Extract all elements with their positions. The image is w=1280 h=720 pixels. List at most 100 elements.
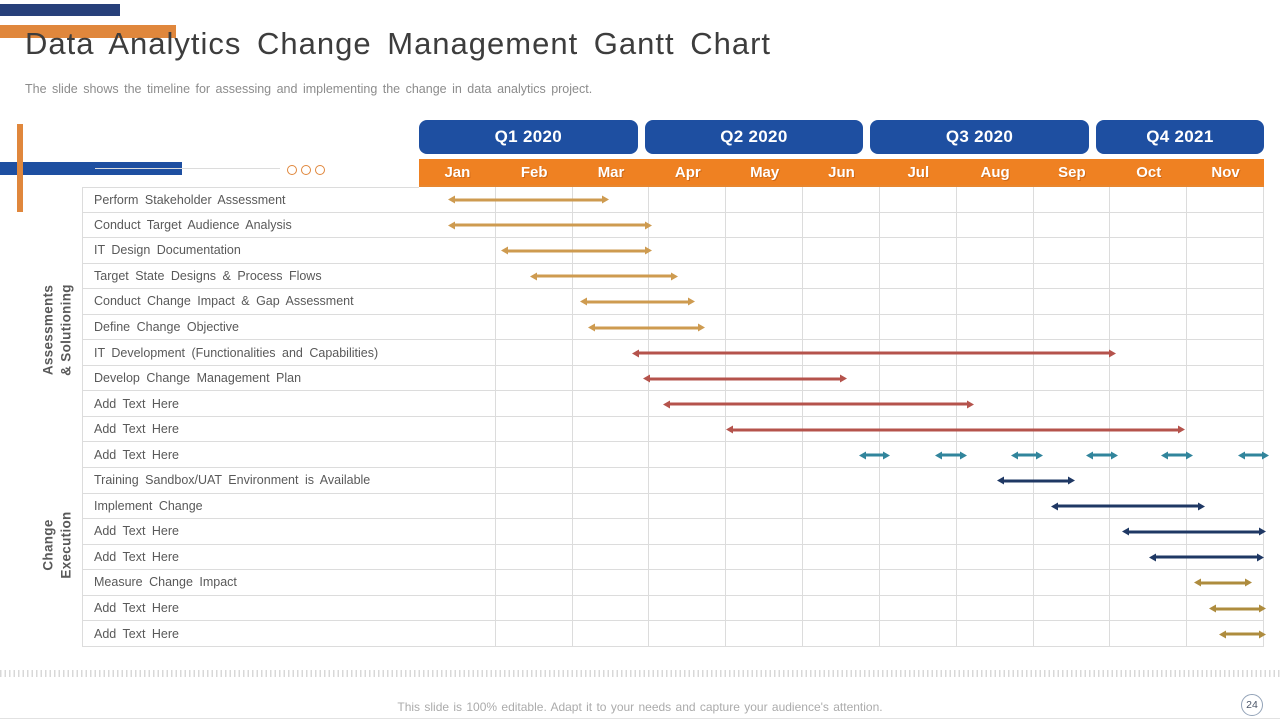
gantt-grid-cell: [1110, 314, 1188, 341]
left-accent-orange-bar: [17, 124, 23, 212]
gantt-grid-cell: [495, 544, 573, 571]
gantt-grid-cell: [495, 314, 573, 341]
gantt-grid-cell: [495, 340, 573, 366]
gantt-grid-cell: [803, 595, 880, 622]
gantt-grid-cell: [419, 365, 496, 392]
gantt-grid-cell: [726, 314, 804, 341]
gantt-grid-cell: [726, 187, 804, 213]
task-bar-area: [419, 187, 1264, 213]
gantt-grid-cell: [1187, 212, 1264, 239]
task-label: Define Change Objective: [82, 314, 419, 341]
task-row: Training Sandbox/UAT Environment is Avai…: [82, 468, 1264, 494]
gantt-grid-cell: [419, 468, 496, 494]
gantt-grid-cell: [956, 519, 1034, 545]
gantt-grid-cell: [649, 314, 727, 341]
gantt-grid-cell: [419, 544, 496, 571]
gantt-grid-cell: [803, 493, 880, 520]
month-header: Aug: [980, 164, 1010, 181]
gantt-grid-cell: [956, 365, 1034, 392]
gantt-grid-cell: [649, 468, 727, 494]
month-row-underline: [419, 185, 1264, 187]
gantt-grid-cell: [1110, 416, 1188, 443]
gantt-grid-cell: [803, 212, 880, 239]
gantt-grid-cell: [879, 212, 957, 239]
gantt-grid-cell: [649, 238, 727, 264]
gantt-grid-cell: [419, 416, 496, 443]
gantt-bar: [594, 326, 699, 329]
gantt-grid-cell: [495, 621, 573, 647]
gantt-grid-cell: [726, 570, 804, 596]
gantt-bar: [1224, 632, 1261, 636]
task-bar-area: [419, 595, 1264, 622]
month-header: Oct: [1136, 164, 1162, 181]
task-row: Add Text Here: [82, 442, 1264, 469]
task-label: Measure Change Impact: [82, 570, 419, 596]
gantt-grid-cell: [649, 212, 727, 239]
task-bar-area: [419, 493, 1264, 520]
header-accent-navy-bar: [0, 162, 182, 175]
month-header: Mar: [597, 164, 625, 181]
gantt-grid-cell: [1033, 519, 1111, 545]
gantt-grid-cell: [879, 263, 957, 290]
gantt-grid-cell: [1187, 187, 1264, 213]
task-label: IT Development (Functionalities and Capa…: [82, 340, 419, 366]
gantt-grid-cell: [495, 493, 573, 520]
gantt-grid-cell: [1033, 238, 1111, 264]
gantt-grid-cell: [1110, 289, 1188, 315]
task-label: Add Text Here: [82, 442, 419, 469]
quarter-header: Q4 2021: [1095, 120, 1265, 154]
task-bar-area: [419, 442, 1264, 469]
month-header: Jun: [828, 164, 855, 181]
gantt-grid-cell: [1110, 468, 1188, 494]
gantt-grid-cell: [803, 365, 880, 392]
gantt-grid-cell: [419, 289, 496, 315]
gantt-grid-cell: [649, 544, 727, 571]
decor-circle-icon: [287, 165, 297, 175]
task-bar-area: [419, 263, 1264, 290]
task-label: Add Text Here: [82, 519, 419, 545]
gantt-grid-cell: [879, 238, 957, 264]
gantt-grid-cell: [1110, 212, 1188, 239]
gantt-grid-cell: [956, 263, 1034, 290]
gantt-grid-cell: [649, 416, 727, 443]
gantt-grid-cell: [649, 493, 727, 520]
quarter-header: Q3 2020: [870, 120, 1089, 154]
gantt-bar: [453, 223, 646, 227]
month-header-row: Jan Feb Mar Apr May Jun Jul Aug Sep Oct Nov: [419, 159, 1264, 186]
gantt-grid-cell: [1110, 621, 1188, 647]
task-bar-area: [419, 238, 1264, 264]
gantt-grid-cell: [726, 289, 804, 315]
gantt-grid-cell: [572, 442, 650, 469]
footer-note: This slide is 100% editable. Adapt it to…: [397, 700, 883, 714]
gantt-grid-cell: [803, 263, 880, 290]
gantt-grid-cell: [1110, 595, 1188, 622]
gantt-grid-cell: [419, 570, 496, 596]
gantt-grid-cell: [1187, 493, 1264, 520]
gantt-grid-cell: [879, 595, 957, 622]
gantt-grid-cell: [572, 416, 650, 443]
gantt-grid-cell: [803, 621, 880, 647]
gantt-grid-cell: [419, 621, 496, 647]
gantt-grid-cell: [726, 595, 804, 622]
gantt-table: Perform Stakeholder Assessment Conduct Ta…: [82, 187, 1264, 647]
gantt-grid-cell: [803, 238, 880, 264]
gantt-grid-cell: [956, 544, 1034, 571]
gantt-grid-cell: [803, 544, 880, 571]
task-bar-area: [419, 416, 1264, 443]
task-row: IT Development (Functionalities and Capa…: [82, 340, 1264, 366]
gantt-grid-cell: [649, 442, 727, 469]
top-accent-navy-bar: [0, 4, 120, 16]
gantt-grid-cell: [1033, 544, 1111, 571]
task-bar-area: [419, 570, 1264, 596]
gantt-grid-cell: [1110, 263, 1188, 290]
decor-circle-icon: [315, 165, 325, 175]
gantt-grid-cell: [879, 493, 957, 520]
task-label: Add Text Here: [82, 416, 419, 443]
gantt-grid-cell: [879, 289, 957, 315]
gantt-grid-cell: [1187, 391, 1264, 417]
task-row: Conduct Change Impact & Gap Assessment: [82, 289, 1264, 315]
gantt-grid-cell: [1110, 570, 1188, 596]
gantt-grid-cell: [803, 314, 880, 341]
gantt-grid-cell: [879, 187, 957, 213]
gantt-bar: [732, 428, 1180, 432]
